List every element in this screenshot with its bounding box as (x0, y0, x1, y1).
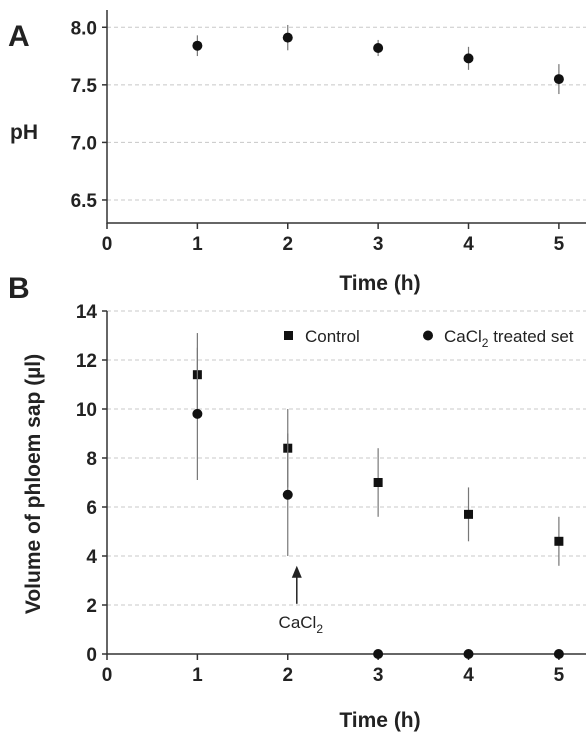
data-point-square (373, 478, 383, 487)
cacl2-annotation: CaCl2 (279, 565, 324, 636)
panel-a: A 6.5 7.0 7.5 8.0 0 1 2 3 4 5 pH Time (h) (8, 10, 586, 295)
data-point-circle (192, 408, 203, 419)
y-tick-label: 14 (76, 302, 98, 323)
cacl2-annotation-label: CaCl2 (279, 613, 324, 636)
panel-b-x-axis-label: Time (h) (339, 709, 420, 732)
panel-b-gridlines (107, 310, 586, 606)
x-tick-label: 0 (102, 234, 113, 255)
x-tick-label: 3 (373, 665, 384, 686)
panel-b-letter: B (8, 272, 30, 305)
x-tick-label: 1 (192, 665, 203, 686)
data-point-circle (373, 649, 384, 659)
y-tick-label: 4 (86, 547, 97, 568)
panel-b-data-points (192, 333, 564, 659)
panel-a-gridlines (107, 26, 586, 201)
panel-a-x-ticks: 0 1 2 3 4 5 (102, 223, 565, 255)
x-tick-label: 4 (463, 234, 474, 255)
y-tick-label: 2 (86, 596, 97, 617)
panel-a-letter: A (8, 20, 30, 53)
y-tick-label: 10 (76, 400, 97, 421)
panel-a-x-axis-label: Time (h) (339, 272, 420, 295)
panel-b-axes (106, 311, 586, 655)
x-tick-label: 0 (102, 665, 113, 686)
data-point-circle (192, 40, 203, 51)
legend-square-marker (284, 331, 293, 340)
data-point-circle (463, 649, 474, 659)
data-point-square (554, 536, 564, 546)
data-point-circle (553, 649, 564, 659)
y-tick-label: 0 (86, 645, 97, 666)
data-point-circle (463, 53, 474, 64)
y-tick-label: 6.5 (71, 191, 98, 212)
legend-circle-marker (423, 330, 433, 341)
panel-a-y-ticks: 6.5 7.0 7.5 8.0 (71, 18, 107, 212)
x-tick-label: 2 (282, 665, 293, 686)
data-point-circle (373, 42, 384, 53)
x-tick-label: 4 (463, 665, 474, 686)
x-tick-label: 5 (554, 665, 565, 686)
x-tick-label: 2 (282, 234, 293, 255)
data-point-circle (282, 489, 293, 500)
panel-a-y-axis-label: pH (10, 121, 38, 144)
y-tick-label: 6 (86, 498, 97, 519)
x-tick-label: 5 (554, 234, 565, 255)
y-tick-label: 7.0 (71, 133, 97, 154)
y-tick-label: 7.5 (71, 76, 98, 97)
cacl2-arrow-head (291, 565, 302, 578)
data-point-circle (282, 32, 293, 43)
panel-b-y-ticks: 0 2 4 6 8 10 12 14 (76, 302, 107, 666)
legend-label-cacl2-treated: CaCl2 treated set (444, 327, 574, 350)
y-tick-label: 12 (76, 351, 97, 372)
panel-b-y-axis-label: Volume of phloem sap (µl) (22, 354, 45, 614)
panel-b-x-ticks: 0 1 2 3 4 5 (102, 654, 565, 686)
data-point-square (464, 509, 474, 519)
y-tick-label: 8.0 (71, 18, 97, 39)
y-tick-label: 8 (86, 449, 97, 470)
panel-a-data-points (192, 24, 564, 95)
x-tick-label: 3 (373, 234, 384, 255)
panel-b-legend: Control CaCl2 treated set (284, 327, 574, 350)
panel-a-axes (106, 10, 586, 224)
x-tick-label: 1 (192, 234, 203, 255)
legend-label-control: Control (305, 327, 360, 346)
data-point-circle (553, 74, 564, 85)
